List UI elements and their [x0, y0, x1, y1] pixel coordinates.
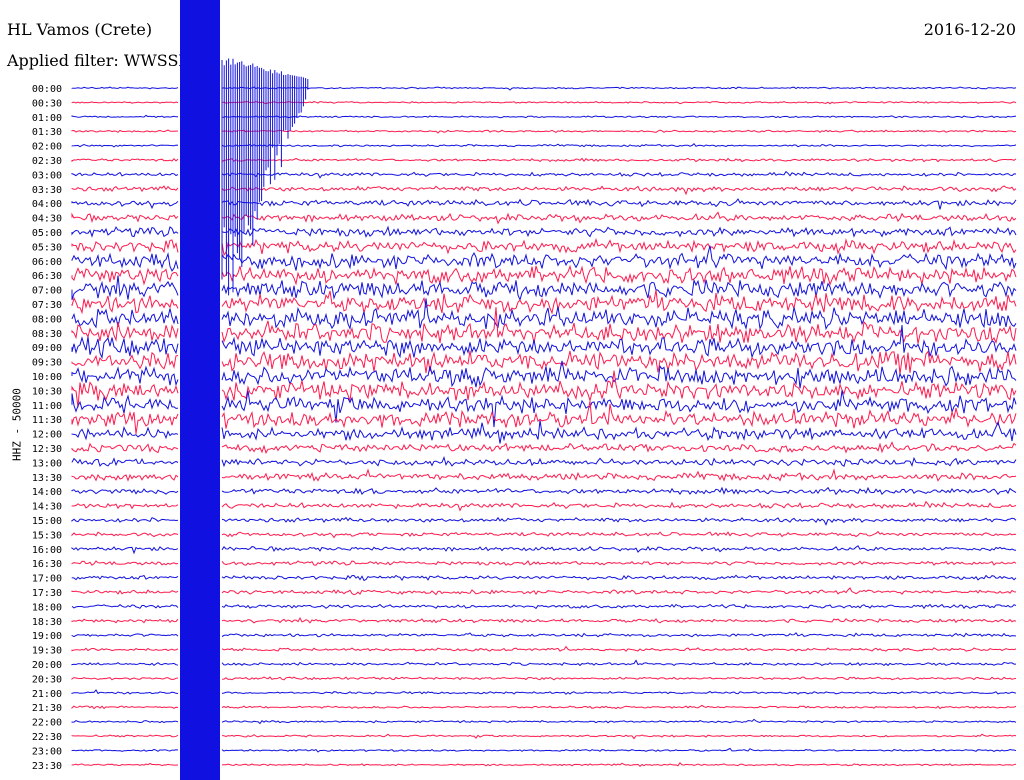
row-time-label: 02:30 [32, 156, 62, 167]
trace-line [71, 100, 1017, 105]
trace-line [71, 632, 1017, 638]
trace-line [71, 659, 1016, 667]
trace-line [71, 129, 1017, 134]
trace-line [71, 360, 1017, 389]
row-time-label: 16:00 [32, 545, 62, 556]
trace-line [71, 225, 1017, 238]
trace-line [71, 275, 1017, 302]
row-time-label: 19:00 [32, 631, 62, 642]
row-time-label: 09:30 [32, 358, 62, 369]
row-time-label: 17:30 [32, 588, 62, 599]
trace-line [71, 545, 1017, 555]
row-time-label: 08:30 [32, 329, 62, 340]
trace-line [71, 689, 1017, 695]
row-time-label: 21:00 [32, 689, 62, 700]
row-time-label: 15:00 [32, 516, 62, 527]
trace-line [71, 401, 1017, 434]
trace-line [71, 198, 1017, 210]
trace-line [71, 185, 1017, 196]
trace-line [71, 676, 1017, 681]
row-time-label: 15:30 [32, 530, 62, 541]
row-time-label: 20:30 [32, 674, 62, 685]
trace-line [71, 603, 1017, 610]
trace-line [71, 324, 1017, 360]
row-time-label: 11:30 [32, 415, 62, 426]
trace-line [71, 211, 1017, 225]
trace-line [71, 718, 1017, 725]
row-time-label: 02:00 [32, 142, 62, 153]
trace-line [71, 704, 1017, 710]
row-time-label: 00:00 [32, 84, 62, 95]
trace-line [71, 486, 1017, 496]
trace-line [71, 587, 1017, 596]
station-title: HL Vamos (Crete) [7, 20, 153, 39]
trace-line [71, 298, 1017, 331]
row-time-label: 11:00 [32, 401, 62, 412]
row-time-label: 05:30 [32, 242, 62, 253]
row-time-label: 23:30 [32, 761, 62, 772]
row-time-label: 14:30 [32, 502, 62, 513]
row-time-label: 01:00 [32, 113, 62, 124]
row-time-label: 04:00 [32, 199, 62, 210]
trace-line [71, 264, 1017, 286]
row-time-label: 23:00 [32, 746, 62, 757]
trace-line [71, 500, 1017, 512]
row-time-label: 12:30 [32, 444, 62, 455]
row-time-label: 21:30 [32, 703, 62, 714]
trace-line [71, 157, 1017, 163]
row-time-label: 14:00 [32, 487, 62, 498]
trace-line [71, 560, 1017, 566]
row-time-label: 04:30 [32, 214, 62, 225]
row-time-label: 05:00 [32, 228, 62, 239]
trace-line [71, 86, 1017, 91]
trace-line [71, 245, 1017, 272]
event-saturation-band [180, 0, 220, 780]
trace-line [71, 733, 1017, 740]
row-time-label: 13:30 [32, 473, 62, 484]
trace-line [71, 142, 1017, 148]
trace-line [71, 455, 1017, 468]
row-time-label: 22:30 [32, 732, 62, 743]
trace-line [71, 370, 1017, 408]
trace-line [71, 530, 1017, 539]
row-time-label: 16:30 [32, 559, 62, 570]
trace-line [71, 747, 1017, 753]
trace-line [71, 574, 1017, 582]
row-time-label: 01:30 [32, 127, 62, 138]
date-label: 2016-12-20 [923, 20, 1016, 39]
trace-line [71, 114, 1017, 119]
trace-line [71, 645, 1017, 652]
filter-label: Applied filter: WWSSN [7, 51, 193, 70]
trace-line [71, 616, 1017, 624]
row-time-label: 18:30 [32, 617, 62, 628]
trace-line [71, 290, 1017, 315]
row-time-label: 06:30 [32, 271, 62, 282]
trace-line [71, 468, 1017, 482]
row-time-label: 20:00 [32, 660, 62, 671]
trace-line [71, 420, 1017, 444]
trace-line [71, 350, 1017, 375]
row-time-label: 06:00 [32, 257, 62, 268]
row-time-label: 10:00 [32, 372, 62, 383]
row-time-label: 18:00 [32, 602, 62, 613]
row-time-label: 07:30 [32, 300, 62, 311]
row-time-label: 03:00 [32, 170, 62, 181]
trace-line [71, 762, 1017, 767]
trace-line [71, 441, 1017, 455]
row-time-label: 19:30 [32, 646, 62, 657]
row-time-label: 07:00 [32, 286, 62, 297]
trace-line [71, 170, 1017, 179]
trace-line [71, 237, 1017, 257]
row-time-label: 09:00 [32, 343, 62, 354]
row-time-label: 10:30 [32, 386, 62, 397]
row-time-label: 00:30 [32, 98, 62, 109]
row-time-label: 12:00 [32, 430, 62, 441]
trace-line [71, 516, 1017, 526]
row-time-label: 13:00 [32, 458, 62, 469]
row-time-label: 22:00 [32, 718, 62, 729]
row-time-label: 17:00 [32, 574, 62, 585]
row-time-label: 08:00 [32, 314, 62, 325]
row-time-label: 03:30 [32, 185, 62, 196]
